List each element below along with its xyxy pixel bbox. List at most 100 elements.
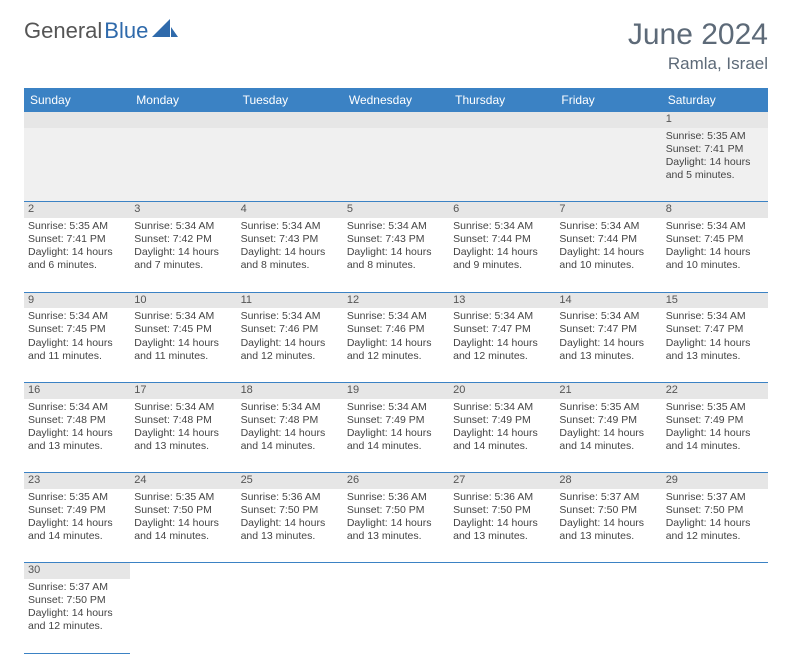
day-number-cell: 22 [662, 382, 768, 398]
sunset-text: Sunset: 7:50 PM [666, 504, 764, 517]
day-cell: Sunrise: 5:36 AMSunset: 7:50 PMDaylight:… [237, 489, 343, 563]
column-header: Tuesday [237, 88, 343, 112]
day-cell: Sunrise: 5:34 AMSunset: 7:49 PMDaylight:… [449, 399, 555, 473]
sunrise-text: Sunrise: 5:36 AM [453, 491, 551, 504]
sunset-text: Sunset: 7:48 PM [28, 414, 126, 427]
day-number-cell: 30 [24, 563, 130, 579]
sunrise-text: Sunrise: 5:37 AM [559, 491, 657, 504]
sunrise-text: Sunrise: 5:34 AM [666, 310, 764, 323]
sunrise-text: Sunrise: 5:34 AM [241, 401, 339, 414]
day-cell: Sunrise: 5:35 AMSunset: 7:50 PMDaylight:… [130, 489, 236, 563]
day-number-cell: 21 [555, 382, 661, 398]
brand-part2: Blue [104, 18, 148, 44]
day-cell: Sunrise: 5:35 AMSunset: 7:41 PMDaylight:… [24, 218, 130, 292]
daylight-text: Daylight: 14 hours and 8 minutes. [347, 246, 445, 272]
day-cell [449, 128, 555, 202]
sunrise-text: Sunrise: 5:36 AM [241, 491, 339, 504]
day-number-cell: 1 [662, 112, 768, 128]
day-cell: Sunrise: 5:34 AMSunset: 7:45 PMDaylight:… [24, 308, 130, 382]
daylight-text: Daylight: 14 hours and 12 minutes. [347, 337, 445, 363]
day-number-cell [555, 563, 661, 579]
day-number-cell: 18 [237, 382, 343, 398]
sunset-text: Sunset: 7:46 PM [241, 323, 339, 336]
day-number-cell: 28 [555, 473, 661, 489]
daylight-text: Daylight: 14 hours and 14 minutes. [241, 427, 339, 453]
daylight-text: Daylight: 14 hours and 13 minutes. [559, 337, 657, 363]
column-header: Thursday [449, 88, 555, 112]
day-number-cell: 23 [24, 473, 130, 489]
sunset-text: Sunset: 7:50 PM [241, 504, 339, 517]
sunset-text: Sunset: 7:46 PM [347, 323, 445, 336]
day-number-cell: 20 [449, 382, 555, 398]
sunrise-text: Sunrise: 5:34 AM [134, 310, 232, 323]
day-number-cell: 7 [555, 202, 661, 218]
daylight-text: Daylight: 14 hours and 8 minutes. [241, 246, 339, 272]
daylight-text: Daylight: 14 hours and 10 minutes. [559, 246, 657, 272]
day-cell [237, 128, 343, 202]
sunrise-text: Sunrise: 5:34 AM [241, 310, 339, 323]
day-cell: Sunrise: 5:34 AMSunset: 7:42 PMDaylight:… [130, 218, 236, 292]
sunset-text: Sunset: 7:47 PM [666, 323, 764, 336]
sunrise-text: Sunrise: 5:34 AM [347, 310, 445, 323]
sunrise-text: Sunrise: 5:34 AM [134, 220, 232, 233]
sunrise-text: Sunrise: 5:35 AM [559, 401, 657, 414]
sunset-text: Sunset: 7:48 PM [134, 414, 232, 427]
day-cell: Sunrise: 5:35 AMSunset: 7:41 PMDaylight:… [662, 128, 768, 202]
sunset-text: Sunset: 7:50 PM [28, 594, 126, 607]
daylight-text: Daylight: 14 hours and 14 minutes. [347, 427, 445, 453]
day-number-cell: 25 [237, 473, 343, 489]
day-cell: Sunrise: 5:35 AMSunset: 7:49 PMDaylight:… [24, 489, 130, 563]
sunset-text: Sunset: 7:50 PM [453, 504, 551, 517]
sunset-text: Sunset: 7:50 PM [559, 504, 657, 517]
sunrise-text: Sunrise: 5:34 AM [347, 220, 445, 233]
day-number-cell: 13 [449, 292, 555, 308]
day-number-cell: 16 [24, 382, 130, 398]
day-number-cell [662, 563, 768, 579]
sunrise-text: Sunrise: 5:34 AM [28, 401, 126, 414]
sunset-text: Sunset: 7:49 PM [347, 414, 445, 427]
column-header: Monday [130, 88, 236, 112]
day-cell [343, 128, 449, 202]
daylight-text: Daylight: 14 hours and 11 minutes. [28, 337, 126, 363]
day-number-cell: 11 [237, 292, 343, 308]
sunrise-text: Sunrise: 5:34 AM [453, 310, 551, 323]
day-cell: Sunrise: 5:34 AMSunset: 7:48 PMDaylight:… [24, 399, 130, 473]
day-cell [555, 128, 661, 202]
day-number-cell [24, 112, 130, 128]
sunrise-text: Sunrise: 5:34 AM [134, 401, 232, 414]
sunrise-text: Sunrise: 5:37 AM [28, 581, 126, 594]
daylight-text: Daylight: 14 hours and 13 minutes. [134, 427, 232, 453]
day-cell: Sunrise: 5:34 AMSunset: 7:47 PMDaylight:… [449, 308, 555, 382]
day-cell [130, 128, 236, 202]
sunset-text: Sunset: 7:50 PM [134, 504, 232, 517]
sunrise-text: Sunrise: 5:34 AM [241, 220, 339, 233]
daylight-text: Daylight: 14 hours and 13 minutes. [241, 517, 339, 543]
day-cell: Sunrise: 5:36 AMSunset: 7:50 PMDaylight:… [449, 489, 555, 563]
day-number-cell: 29 [662, 473, 768, 489]
day-number-cell: 17 [130, 382, 236, 398]
day-number-cell [130, 563, 236, 579]
day-number-cell: 24 [130, 473, 236, 489]
day-cell [555, 579, 661, 653]
sunrise-text: Sunrise: 5:35 AM [28, 491, 126, 504]
day-number-cell: 27 [449, 473, 555, 489]
day-number-cell: 12 [343, 292, 449, 308]
day-number-cell: 26 [343, 473, 449, 489]
day-number-cell [237, 112, 343, 128]
day-cell: Sunrise: 5:37 AMSunset: 7:50 PMDaylight:… [555, 489, 661, 563]
sunrise-text: Sunrise: 5:34 AM [453, 220, 551, 233]
daylight-text: Daylight: 14 hours and 6 minutes. [28, 246, 126, 272]
day-cell [24, 128, 130, 202]
sunset-text: Sunset: 7:44 PM [559, 233, 657, 246]
day-cell: Sunrise: 5:35 AMSunset: 7:49 PMDaylight:… [662, 399, 768, 473]
sunset-text: Sunset: 7:42 PM [134, 233, 232, 246]
daylight-text: Daylight: 14 hours and 14 minutes. [666, 427, 764, 453]
day-number-cell: 2 [24, 202, 130, 218]
daylight-text: Daylight: 14 hours and 13 minutes. [559, 517, 657, 543]
day-cell: Sunrise: 5:34 AMSunset: 7:46 PMDaylight:… [237, 308, 343, 382]
day-number-cell [449, 112, 555, 128]
sunset-text: Sunset: 7:47 PM [559, 323, 657, 336]
day-cell: Sunrise: 5:34 AMSunset: 7:46 PMDaylight:… [343, 308, 449, 382]
daylight-text: Daylight: 14 hours and 14 minutes. [559, 427, 657, 453]
sunrise-text: Sunrise: 5:34 AM [559, 220, 657, 233]
